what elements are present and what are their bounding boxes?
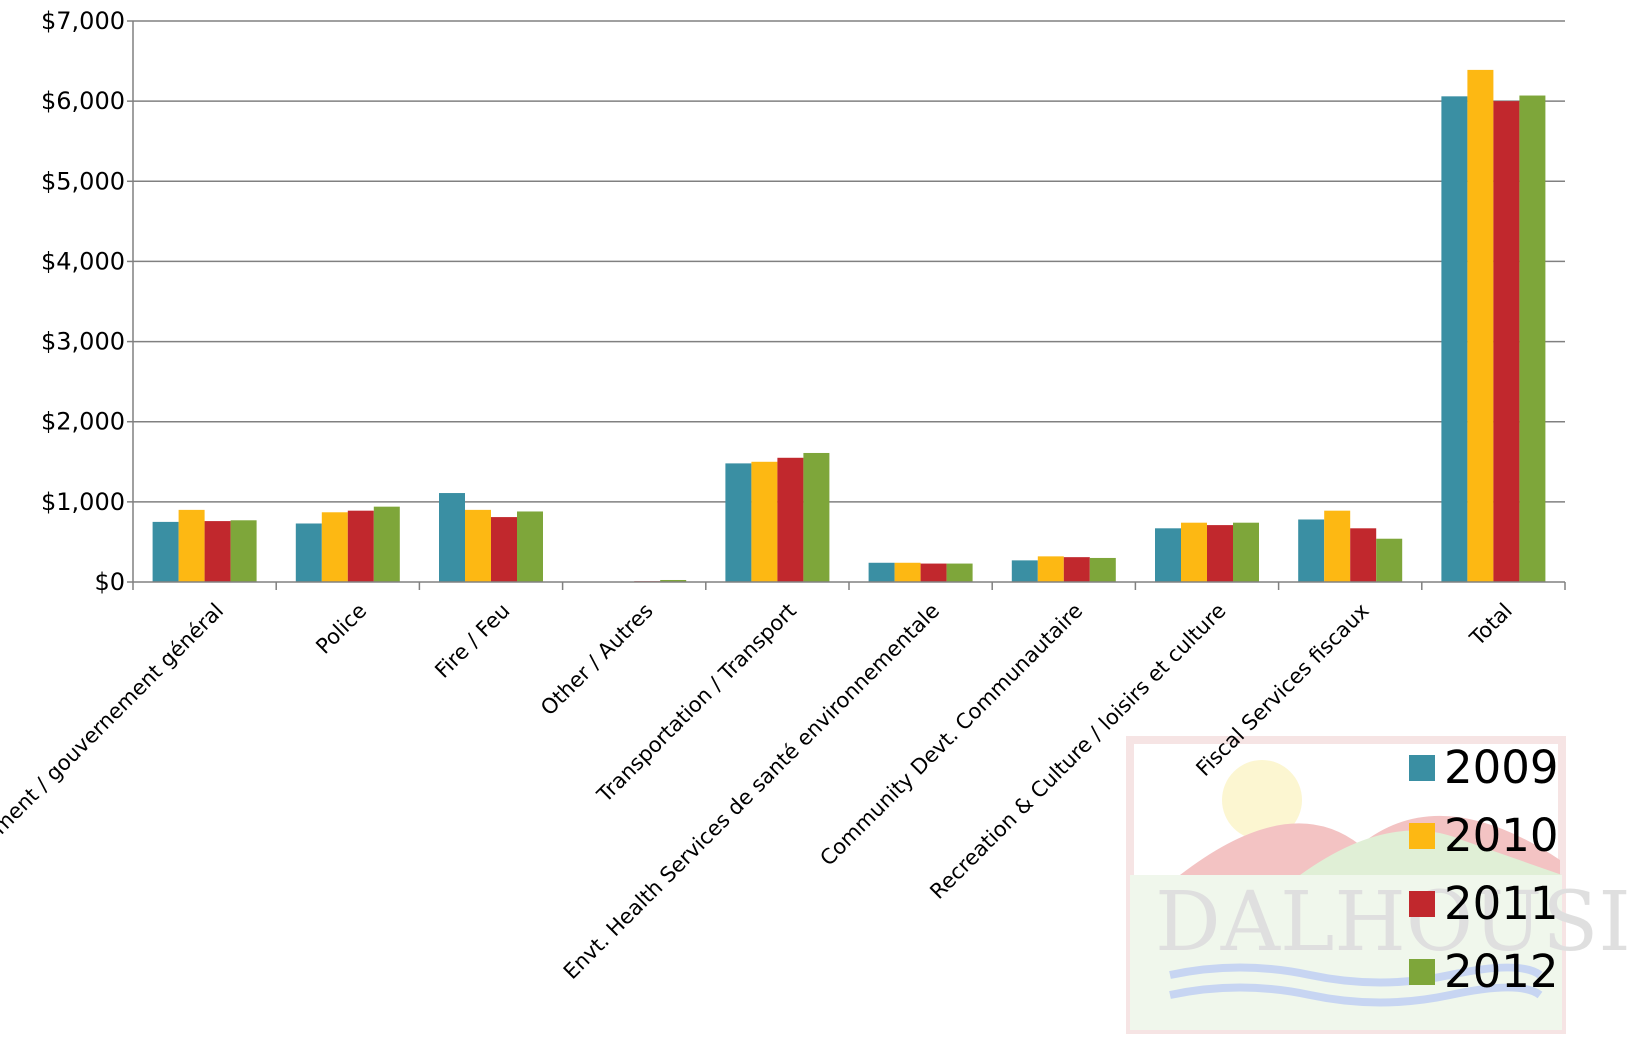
bar-2011 (777, 457, 804, 582)
bar-2010 (321, 512, 348, 582)
bar-2011 (491, 517, 517, 582)
y-tick-label: $0 (94, 568, 125, 596)
bar-2009 (295, 523, 322, 582)
bar-2010 (465, 509, 491, 582)
legend-label-2010: 2010 (1444, 809, 1559, 862)
bar-2012 (373, 506, 400, 582)
legend-swatch-2011 (1409, 891, 1435, 917)
bar-2009 (868, 562, 895, 582)
legend-swatch-2010 (1409, 823, 1435, 849)
legend-label-2011: 2011 (1444, 877, 1559, 930)
bar-2011 (920, 563, 947, 582)
bar-2010 (1324, 510, 1351, 582)
bar-2009 (1155, 528, 1181, 582)
bar-2009 (1298, 519, 1325, 582)
bar-2012 (660, 579, 687, 582)
legend-label-2009: 2009 (1444, 741, 1559, 794)
legend-swatch-2012 (1409, 959, 1435, 985)
bar-2009 (725, 463, 752, 582)
y-tick-label: $7,000 (41, 7, 125, 35)
bar-2009 (1441, 96, 1468, 582)
legend-label-2012: 2012 (1444, 945, 1559, 998)
legend-swatch-2009 (1409, 755, 1435, 781)
bar-2010 (178, 509, 205, 582)
x-category-label: Total (1465, 599, 1517, 651)
y-tick-label: $5,000 (41, 167, 125, 195)
watermark-text: DALHOUSIE (1155, 875, 1633, 970)
bar-2011 (1063, 557, 1090, 582)
x-category-label: Fire / Feu (430, 599, 514, 683)
y-tick-label: $6,000 (41, 87, 125, 115)
y-tick-label: $2,000 (41, 408, 125, 436)
y-tick-label: $1,000 (41, 488, 125, 516)
bar-2010 (894, 562, 921, 582)
bar-2012 (517, 511, 543, 582)
x-category-label: General Government / gouvernement généra… (0, 599, 228, 956)
bar-2011 (1493, 101, 1520, 583)
bar-2010 (1037, 556, 1064, 582)
bar-2012 (1376, 538, 1403, 582)
x-category-label: Other / Autres (536, 599, 658, 721)
dalhousie-watermark-logo: DALHOUSIE (1126, 736, 1633, 1034)
bar-2012 (1089, 557, 1116, 582)
bar-2012 (230, 520, 257, 582)
bar-2011 (204, 521, 231, 582)
bar-2009 (152, 521, 179, 582)
bar-2010 (1181, 522, 1207, 582)
bar-2010 (1467, 69, 1494, 582)
y-tick-label: $3,000 (41, 328, 125, 356)
bar-2010 (751, 461, 778, 582)
bar-2012 (803, 452, 830, 582)
bar-2011 (1207, 525, 1233, 582)
bar-2012 (1233, 522, 1259, 582)
bar-2012 (946, 563, 973, 582)
bar-2012 (1519, 95, 1546, 582)
bar-2011 (347, 510, 374, 582)
bar-2011 (1350, 528, 1377, 582)
x-category-label: Police (311, 599, 371, 659)
x-category-label: Community Devt. Communautaire (815, 599, 1087, 871)
bar-2009 (439, 493, 465, 582)
y-tick-label: $4,000 (41, 247, 125, 275)
bar-2009 (1011, 560, 1038, 582)
